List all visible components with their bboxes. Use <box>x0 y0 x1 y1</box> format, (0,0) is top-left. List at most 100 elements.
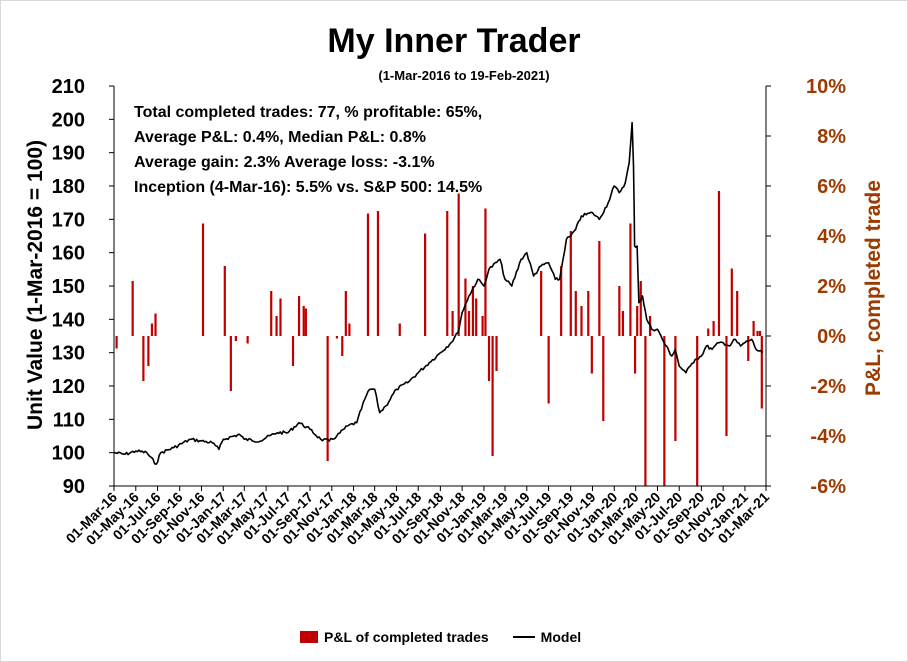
pnl-bar <box>457 193 460 336</box>
pnl-bar <box>674 336 677 441</box>
y-axis-left-label: Unit Value (1-Mar-2016 = 100) <box>24 140 47 430</box>
pnl-bar <box>639 281 642 336</box>
pnl-bar <box>495 336 498 371</box>
pnl-bar <box>663 336 666 486</box>
y-left-tick-label: 210 <box>52 76 85 98</box>
y-left-tick-label: 160 <box>52 243 85 265</box>
pnl-bar <box>348 323 351 336</box>
pnl-bar <box>229 336 232 391</box>
pnl-bar <box>644 336 647 486</box>
plot-area <box>114 86 766 486</box>
pnl-bar <box>335 336 339 339</box>
pnl-bar <box>484 208 487 336</box>
pnl-bar <box>291 336 295 366</box>
pnl-bar <box>481 316 484 336</box>
y-left-tick-label: 90 <box>63 476 85 498</box>
pnl-bar <box>540 271 543 336</box>
pnl-bar <box>326 336 329 461</box>
legend-line-label: Model <box>540 629 582 645</box>
y-right-tick-label: 6% <box>817 176 846 198</box>
annotations: Total completed trades: 77, % profitable… <box>134 104 482 196</box>
pnl-bar <box>279 298 282 336</box>
y-right-tick-label: 10% <box>806 76 846 98</box>
pnl-bar <box>696 336 699 486</box>
y-left-tick-label: 190 <box>52 143 85 165</box>
annotation-line: Average P&L: 0.4%, Median P&L: 0.8% <box>134 129 426 146</box>
pnl-bar <box>621 311 625 336</box>
pnl-bar <box>304 308 307 336</box>
annotation-line: Average gain: 2.3% Average loss: -3.1% <box>134 154 435 171</box>
pnl-bar <box>223 266 226 336</box>
pnl-bar <box>580 306 583 336</box>
y-left-tick-label: 130 <box>52 343 85 365</box>
y-right-tick-label: 0% <box>817 326 846 348</box>
pnl-bar <box>569 231 572 336</box>
pnl-bar <box>636 306 639 336</box>
y-right-tick-label: 4% <box>817 226 846 248</box>
model-line-group <box>113 121 764 466</box>
pnl-bar <box>756 331 759 336</box>
chart-subtitle: (1-Mar-2016 to 19-Feb-2021) <box>378 68 549 83</box>
plot-background <box>114 86 766 486</box>
chart-title: My Inner Trader <box>327 22 580 60</box>
pnl-bar <box>302 306 305 336</box>
annotation-line: Inception (4-Mar-16): 5.5% vs. S&P 500: … <box>134 179 482 196</box>
pnl-bar <box>752 321 755 336</box>
pnl-bar <box>760 336 763 409</box>
pnl-bar <box>712 321 715 336</box>
pnl-bar <box>464 278 467 336</box>
pnl-bar <box>115 336 118 349</box>
pnl-bar <box>730 268 733 336</box>
pnl-bar <box>491 336 494 456</box>
model-line <box>113 121 764 466</box>
pnl-bar <box>344 291 347 336</box>
pnl-bar <box>467 311 471 336</box>
pnl-bar <box>707 328 710 336</box>
pnl-bar <box>590 336 593 374</box>
pnl-bar <box>246 336 249 344</box>
pnl-bar <box>341 336 344 356</box>
pnl-bar <box>574 291 577 336</box>
pnl-bar <box>602 336 605 421</box>
pnl-bar <box>398 323 401 336</box>
pnl-bar <box>717 191 721 336</box>
pnl-bar <box>475 298 478 336</box>
y-left-tick-label: 180 <box>52 176 85 198</box>
y-left-tick-label: 200 <box>52 109 85 131</box>
pnl-bar <box>142 336 145 381</box>
y-left-tick-label: 120 <box>52 376 85 398</box>
pnl-bar <box>131 281 134 336</box>
pnl-bar <box>201 223 205 336</box>
y-left-tick-label: 110 <box>53 409 85 431</box>
axes: 90 100 110 120 130 140 150 160 170 180 190 200 210 -6… <box>52 76 847 548</box>
pnl-bar <box>270 291 273 336</box>
pnl-bar <box>747 336 750 361</box>
y-right-tick-label: 2% <box>817 276 846 298</box>
legend-bar-swatch <box>300 631 318 643</box>
pnl-bar <box>736 291 739 336</box>
y-right-tick-label: 8% <box>817 126 846 148</box>
y-axis-right-label: P&L, completed trade <box>862 180 885 396</box>
pnl-bar <box>446 211 449 336</box>
pnl-bar <box>471 286 475 336</box>
pnl-bar <box>598 241 601 336</box>
pnl-bar <box>633 336 637 374</box>
legend-line-swatch <box>512 636 535 638</box>
y-left-tick-label: 150 <box>52 276 85 298</box>
pnl-bar <box>629 223 632 336</box>
legend-bar-label: P&L of completed trades <box>324 629 489 645</box>
pnl-bar <box>275 316 278 336</box>
y-right-tick-label: -6% <box>810 476 846 498</box>
pnl-bar <box>366 213 370 336</box>
y-left-tick-label: 100 <box>52 443 85 465</box>
pnl-bar <box>587 291 590 336</box>
annotation-line: Total completed trades: 77, % profitable… <box>134 104 482 121</box>
pnl-bar <box>725 336 728 436</box>
pnl-bar <box>297 296 301 336</box>
pnl-bar <box>758 331 762 336</box>
pnl-bar <box>560 266 563 336</box>
y-left-tick-label: 140 <box>52 309 85 331</box>
pnl-bar <box>487 336 491 381</box>
y-right-tick-label: -4% <box>810 426 846 448</box>
